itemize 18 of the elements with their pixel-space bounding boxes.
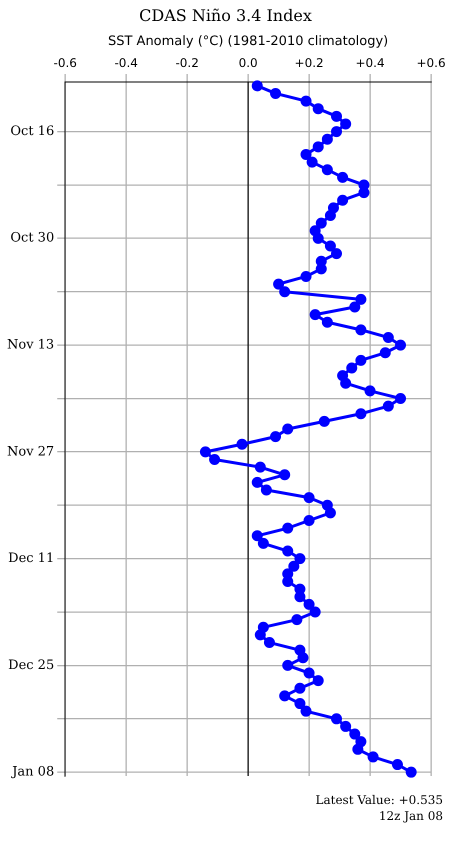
x-tick-label: -0.2 xyxy=(175,56,199,70)
x-tick-label: -0.6 xyxy=(54,56,77,70)
y-tick-label: Dec 11 xyxy=(8,551,54,566)
text: 12z Jan 08 xyxy=(378,808,443,824)
y-tick-label: Nov 27 xyxy=(6,444,54,460)
y-tick-label: Nov 13 xyxy=(6,337,54,352)
y-tick-label: Oct 30 xyxy=(10,230,54,246)
text: Latest Value: +0.535 xyxy=(316,792,443,808)
x-tick-label: +0.4 xyxy=(355,56,385,70)
x-tick-label: 0.0 xyxy=(238,56,258,70)
x-tick-label: -0.4 xyxy=(114,56,138,70)
y-tick-label: Dec 25 xyxy=(8,658,54,673)
x-axis-title: SST Anomaly (°C) (1981-2010 climatology) xyxy=(108,34,388,50)
y-tick-label: Oct 16 xyxy=(10,124,54,139)
x-tick-label: +0.2 xyxy=(294,56,324,70)
chart-title: CDAS Niño 3.4 Index xyxy=(138,5,313,27)
x-tick-label: +0.6 xyxy=(416,56,446,70)
y-tick-label: Jan 08 xyxy=(10,764,54,780)
